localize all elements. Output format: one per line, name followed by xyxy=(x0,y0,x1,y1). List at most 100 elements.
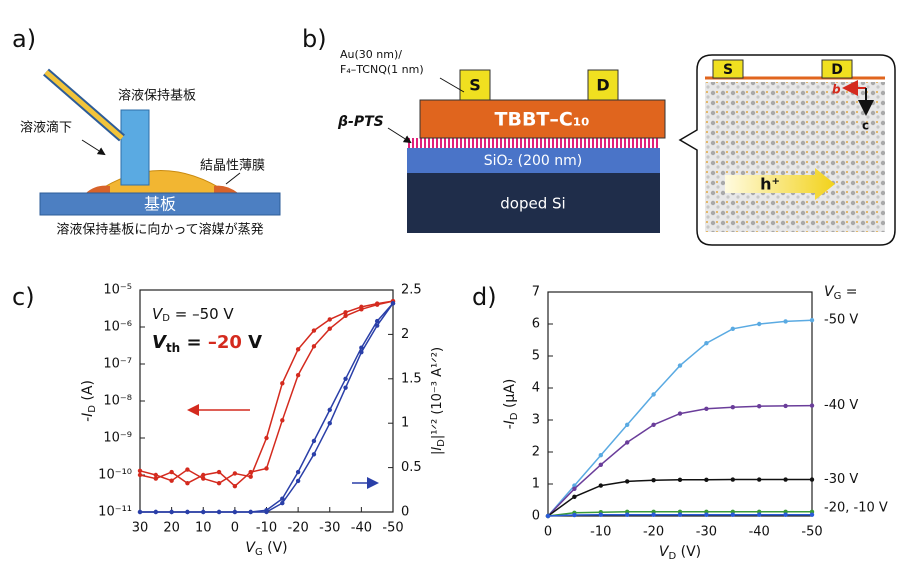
data-point xyxy=(625,479,630,484)
y-tick-label: 2 xyxy=(532,445,540,460)
label: Au(30 nm)/ xyxy=(340,48,402,61)
panel-label: b) xyxy=(302,25,327,53)
y-tick-label: 10⁻⁵ xyxy=(103,283,132,298)
data-point xyxy=(264,435,269,441)
data-point xyxy=(248,474,253,479)
label: doped Si xyxy=(500,195,565,213)
data-point xyxy=(757,477,762,482)
data-point xyxy=(545,513,551,519)
data-point xyxy=(598,453,603,458)
panel-label: a) xyxy=(12,25,36,53)
data-point xyxy=(311,452,317,457)
x-tick-label: -30 xyxy=(319,521,340,536)
data-point xyxy=(169,509,174,515)
x-axis-label-part: (V) xyxy=(263,540,288,556)
data-point xyxy=(651,392,656,397)
legend-title-part: G xyxy=(834,291,842,302)
label: F₄–TCNQ(1 nm) xyxy=(340,63,424,76)
series-line xyxy=(140,302,394,513)
panel-b: Au(30 nm)/ F₄–TCNQ(1 nm) S D TBBT–C₁₀ β-… xyxy=(337,48,896,246)
data-point xyxy=(677,363,683,368)
label: 結晶性薄膜 xyxy=(200,159,265,174)
data-point xyxy=(783,319,788,324)
x-axis-label-part: (V) xyxy=(676,544,701,560)
y2-tick-label: 1 xyxy=(401,416,409,431)
solution-drop xyxy=(93,170,230,194)
data-point xyxy=(169,478,174,483)
x-tick-label: 30 xyxy=(132,521,149,536)
data-point xyxy=(757,321,762,327)
annotation-part: V xyxy=(152,332,168,353)
data-point xyxy=(201,472,206,478)
data-point xyxy=(625,440,630,445)
annotation-part: = –50 V xyxy=(170,305,234,323)
data-point xyxy=(216,469,222,475)
data-point xyxy=(264,466,269,471)
series-label: -30 V xyxy=(824,472,858,487)
x-tick-label: 20 xyxy=(163,521,180,536)
data-point xyxy=(572,494,577,499)
film xyxy=(86,185,238,193)
data-point xyxy=(248,509,253,515)
legend-title-part: = xyxy=(841,284,857,300)
caption: 溶液保持基板に向かって溶媒が蒸発 xyxy=(56,222,263,238)
data-point xyxy=(374,318,380,324)
layer xyxy=(407,138,660,148)
label: b xyxy=(832,83,841,97)
y-tick-label: 10⁻⁷ xyxy=(103,357,132,372)
data-point xyxy=(651,477,656,483)
data-point xyxy=(783,477,788,482)
data-point xyxy=(137,468,143,473)
data-point xyxy=(757,404,762,409)
annotation-part: V xyxy=(242,332,262,353)
y2-tick-label: 0.5 xyxy=(401,460,422,475)
data-point xyxy=(651,512,656,517)
label: 溶液保持基板 xyxy=(118,89,196,104)
data-point xyxy=(343,376,348,381)
y-axis-label: -ID (µA) xyxy=(502,379,520,430)
data-point xyxy=(730,477,735,482)
data-point xyxy=(343,313,348,319)
data-point xyxy=(295,478,301,484)
y2-tick-label: 1.5 xyxy=(401,371,422,386)
annotation: Vth = –20 V xyxy=(152,332,262,355)
legend-title: VG = xyxy=(824,284,858,302)
data-point xyxy=(311,328,317,333)
y-axis-label-part: D xyxy=(87,405,98,413)
data-point xyxy=(783,403,788,409)
data-point xyxy=(704,406,709,411)
layer xyxy=(419,99,666,139)
data-point xyxy=(730,326,735,331)
y2-axis-label-part: D xyxy=(436,439,447,447)
data-point xyxy=(327,317,332,322)
x-tick-label: -20 xyxy=(288,521,309,536)
y-tick-label: 10⁻⁶ xyxy=(103,320,132,335)
x-tick-label: -20 xyxy=(643,525,664,540)
data-point xyxy=(264,508,269,513)
data-point xyxy=(783,512,788,517)
label: D xyxy=(831,62,843,78)
y-axis-label-part: -I xyxy=(80,413,96,422)
data-point xyxy=(185,481,190,486)
series-line xyxy=(139,300,394,485)
data-point xyxy=(809,512,815,517)
series-label: -50 V xyxy=(824,313,858,328)
label: c xyxy=(862,119,869,133)
y-axis-label: -ID (A) xyxy=(80,380,98,422)
data-point xyxy=(572,486,577,491)
y-axis-label-part: -I xyxy=(502,420,518,429)
leader xyxy=(225,172,241,185)
leader xyxy=(439,77,465,93)
data-point xyxy=(280,381,285,386)
panel-label: d) xyxy=(472,283,497,311)
y-tick-label: 10⁻⁹ xyxy=(103,431,132,446)
data-point xyxy=(280,496,285,501)
electrode xyxy=(712,59,744,79)
data-point xyxy=(359,304,364,310)
label: 溶液滴下 xyxy=(20,120,72,136)
y2-tick-label: 0 xyxy=(401,505,409,520)
data-point xyxy=(809,403,815,408)
x-axis-label-part: G xyxy=(255,547,263,558)
annotation-part: = xyxy=(180,332,208,353)
y2-tick-label: 2 xyxy=(401,327,409,342)
